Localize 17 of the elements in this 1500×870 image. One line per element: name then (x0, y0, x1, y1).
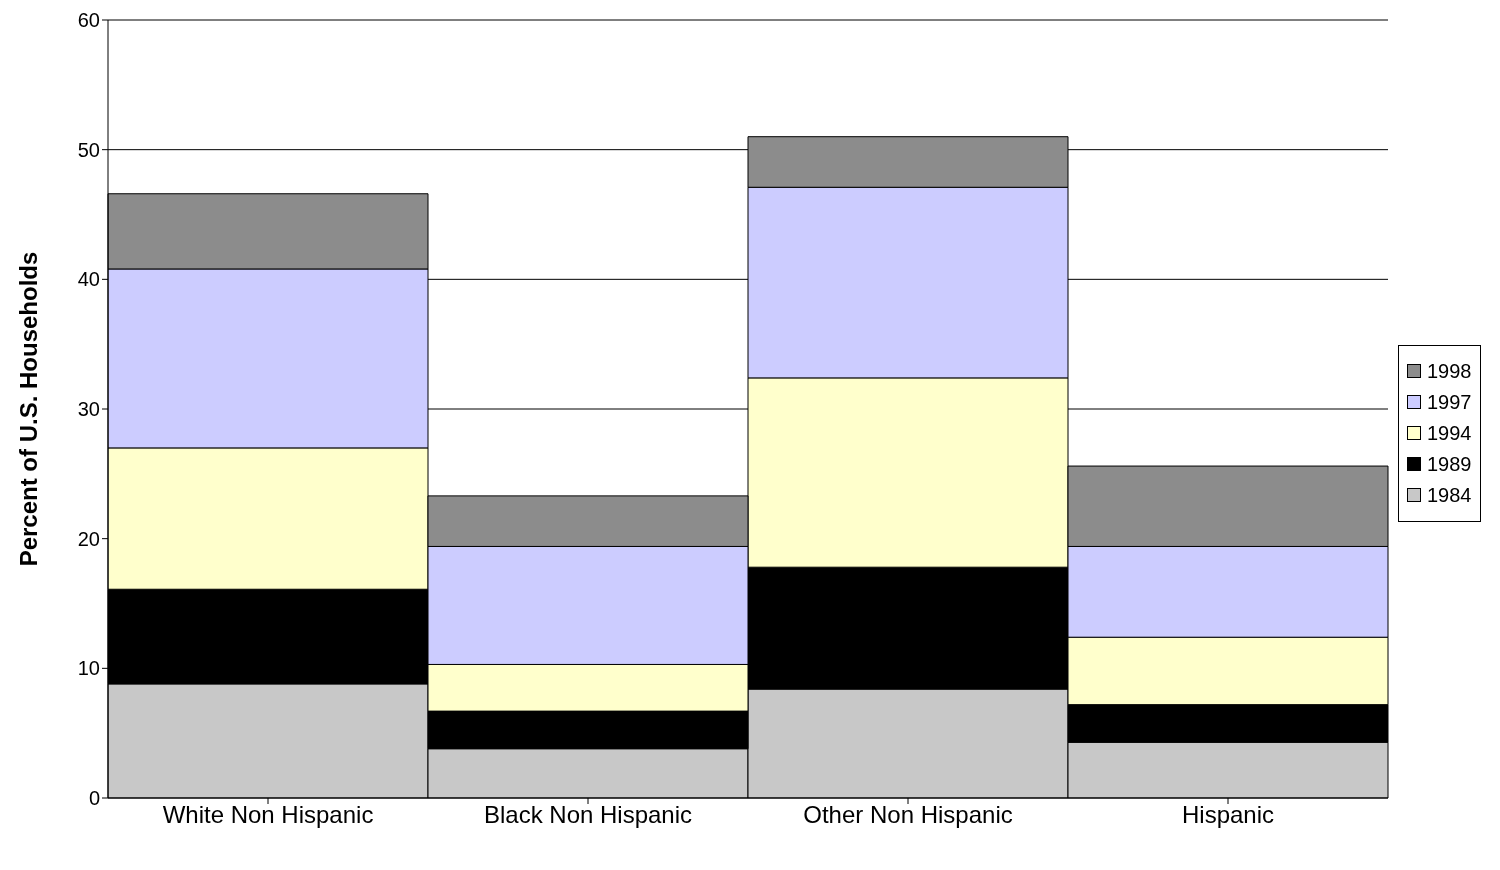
x-tick-label: Black Non Hispanic (483, 801, 693, 829)
y-tick-label: 40 (77, 268, 100, 291)
y-axis-title: Percent of U.S. Households (14, 251, 42, 567)
legend-label: 1998 (1427, 359, 1472, 383)
x-tick-label: Hispanic (1181, 801, 1275, 829)
y-tick-label: 30 (77, 398, 100, 421)
legend-label: 1989 (1427, 452, 1472, 476)
x-tick-label: White Non Hispanic (162, 801, 374, 829)
y-tick-label: 20 (77, 527, 100, 550)
x-tick-label: Other Non Hispanic (803, 801, 1013, 829)
legend-label: 1994 (1427, 421, 1472, 445)
y-tick-label: 60 (77, 9, 100, 32)
y-tick-label: 0 (88, 787, 100, 810)
y-tick-label: 50 (77, 138, 100, 161)
legend-label: 1984 (1427, 483, 1472, 507)
legend-label: 1997 (1427, 390, 1472, 414)
y-tick-label: 10 (77, 657, 100, 680)
